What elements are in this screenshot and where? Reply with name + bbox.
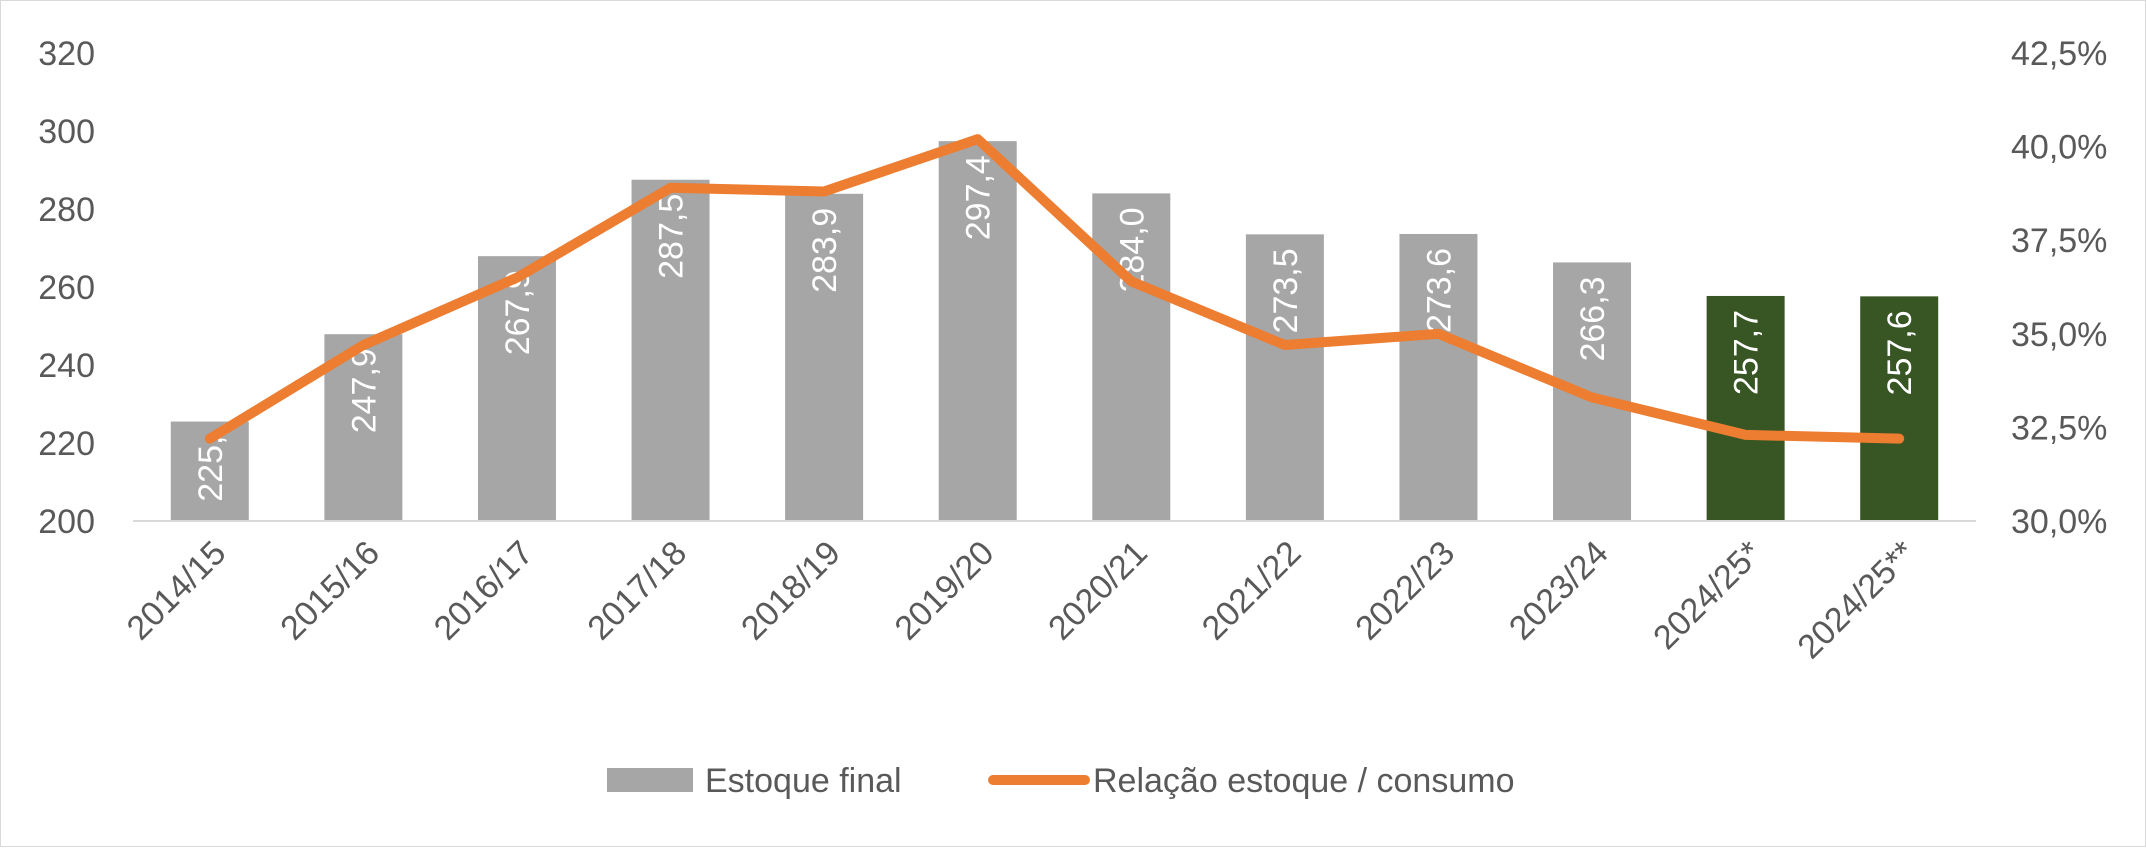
- x-tick-label: 2016/17: [427, 534, 541, 648]
- bar-2021/22: [1245, 234, 1324, 521]
- bar-series: [170, 141, 1939, 522]
- bar-data-label: 283,9: [806, 208, 844, 293]
- left-tick-label: 300: [38, 113, 95, 151]
- bar-2024/25**: [1860, 296, 1939, 521]
- x-tick-label: 2014/15: [120, 534, 234, 648]
- line-relacao-estoque-consumo: [204, 134, 1905, 444]
- bar-data-label: 266,3: [1574, 276, 1612, 361]
- x-tick-label: 2024/25**: [1790, 534, 1922, 666]
- bar-data-label: 257,6: [1881, 310, 1919, 395]
- bar-2020/21: [1092, 193, 1171, 521]
- bar-data-label: 257,7: [1728, 310, 1766, 395]
- left-tick-label: 240: [38, 347, 95, 385]
- x-tick-label: 2022/23: [1348, 534, 1462, 648]
- x-tick-label: 2023/24: [1502, 534, 1616, 648]
- right-tick-label: 35,0%: [2011, 316, 2107, 354]
- legend-line-label: Relação estoque / consumo: [1093, 762, 1514, 800]
- left-tick-label: 200: [38, 503, 95, 541]
- bar-2024/25*: [1706, 295, 1785, 521]
- bar-data-label: 273,5: [1267, 248, 1305, 333]
- x-tick-label: 2024/25*: [1646, 534, 1769, 657]
- left-axis-ticks: 200 220 240 260 280 300 320: [38, 35, 95, 541]
- x-tick-label: 2015/16: [273, 534, 387, 648]
- x-tick-label: 2020/21: [1041, 534, 1155, 648]
- bar-data-label: 247,9: [345, 348, 383, 433]
- x-tick-label: 2019/20: [888, 534, 1002, 648]
- bar-data-label: 273,6: [1420, 248, 1458, 333]
- legend-bar-label: Estoque final: [705, 762, 902, 800]
- left-tick-label: 280: [38, 191, 95, 229]
- bar-data-label: 297,4: [960, 155, 998, 240]
- bar-2018/19: [785, 193, 864, 522]
- right-axis-ticks: 30,0% 32,5% 35,0% 37,5% 40,0% 42,5%: [2011, 35, 2107, 541]
- x-tick-label: 2021/22: [1195, 534, 1309, 648]
- right-tick-label: 32,5%: [2011, 409, 2107, 447]
- right-tick-label: 30,0%: [2011, 503, 2107, 541]
- bar-2019/20: [938, 141, 1017, 521]
- legend-bar-swatch: [607, 768, 693, 792]
- right-tick-label: 37,5%: [2011, 222, 2107, 260]
- x-tick-label: 2018/19: [734, 534, 848, 648]
- bar-2022/23: [1399, 233, 1478, 521]
- bar-2016/17: [477, 256, 556, 521]
- bar-data-label: 287,5: [653, 194, 691, 279]
- left-tick-label: 260: [38, 269, 95, 307]
- line-series: [204, 134, 1905, 444]
- left-tick-label: 320: [38, 35, 95, 73]
- bar-data-label: 225,: [192, 436, 230, 502]
- left-tick-label: 220: [38, 425, 95, 463]
- right-tick-label: 40,0%: [2011, 129, 2107, 167]
- right-tick-label: 42,5%: [2011, 35, 2107, 73]
- x-axis-ticks: 2014/15 2015/16 2016/17 2017/18 2018/19 2019/…: [120, 534, 1923, 666]
- bar-2017/18: [631, 179, 710, 521]
- x-tick-label: 2017/18: [580, 534, 694, 648]
- legend: Estoque final Relação estoque / consumo: [607, 762, 1514, 800]
